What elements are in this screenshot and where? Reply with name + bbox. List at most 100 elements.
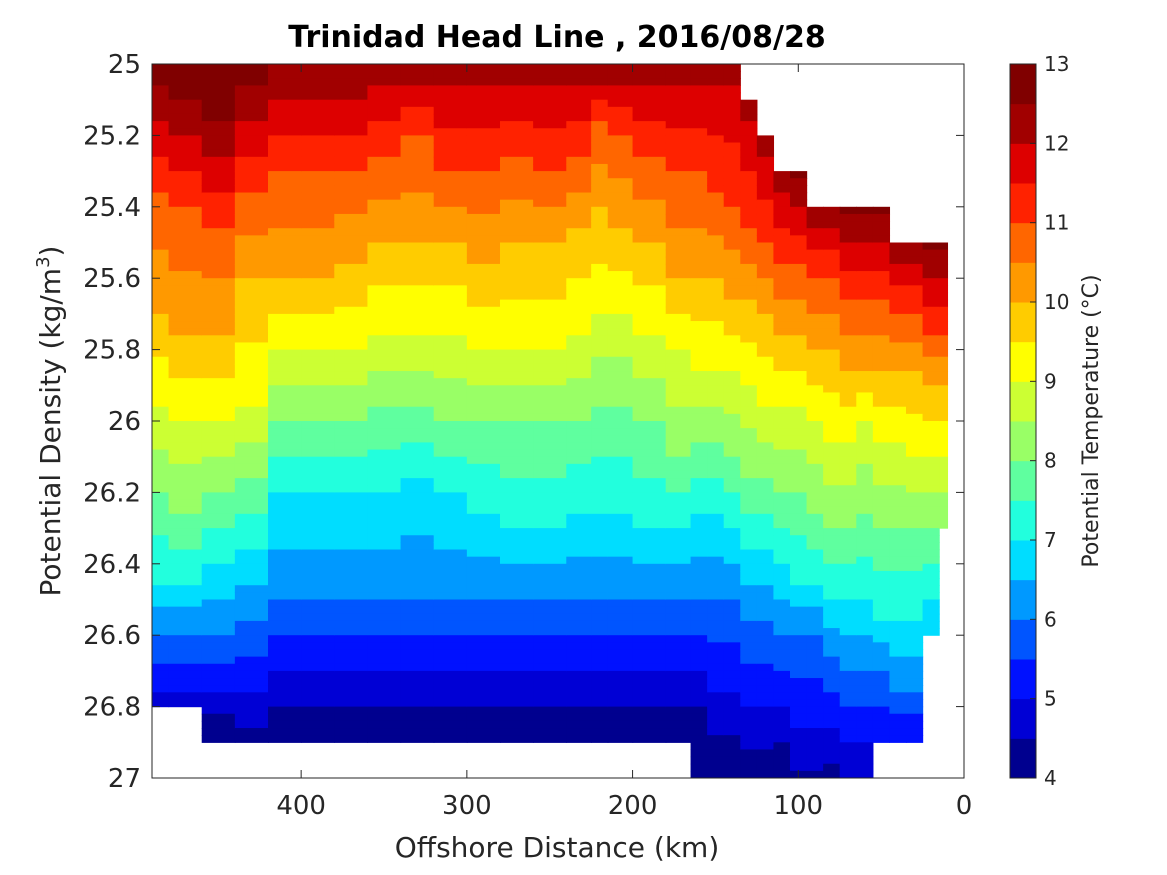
contour-cell xyxy=(756,585,775,593)
contour-cell xyxy=(665,478,692,486)
contour-cell xyxy=(632,178,667,186)
contour-cell xyxy=(823,570,841,579)
contour-cell xyxy=(839,235,857,244)
contour-cell xyxy=(773,470,791,479)
contour-cell xyxy=(665,306,692,315)
contour-cell xyxy=(632,478,667,486)
contour-cell xyxy=(201,242,236,251)
contour-cell xyxy=(400,556,435,565)
contour-cell xyxy=(533,642,567,651)
contour-cell xyxy=(839,678,857,686)
contour-cell xyxy=(433,413,468,422)
contour-cell xyxy=(922,242,940,251)
contour-cell xyxy=(922,613,940,622)
contour-cell xyxy=(466,256,501,265)
contour-cell xyxy=(533,228,567,236)
contour-cell xyxy=(856,770,874,778)
contour-cell xyxy=(823,313,841,322)
contour-cell xyxy=(806,770,824,778)
contour-cell xyxy=(806,356,824,365)
contour-cell xyxy=(632,185,667,194)
contour-cell xyxy=(500,328,534,336)
contour-cell xyxy=(922,435,940,444)
contour-cell xyxy=(823,228,841,236)
contour-cell xyxy=(790,199,808,208)
contour-cell xyxy=(533,713,567,722)
contour-cell xyxy=(566,221,592,229)
contour-cell xyxy=(889,735,907,743)
contour-cell xyxy=(566,242,592,251)
contour-cell xyxy=(665,278,692,286)
contour-cell xyxy=(806,535,824,543)
contour-cell xyxy=(201,99,236,108)
contour-cell xyxy=(872,342,891,351)
contour-cell xyxy=(367,663,402,672)
contour-cell xyxy=(690,249,708,258)
contour-cell xyxy=(533,321,567,329)
contour-cell xyxy=(823,563,841,572)
contour-cell xyxy=(500,528,534,536)
contour-cell xyxy=(839,249,857,258)
contour-cell xyxy=(939,256,949,265)
contour-cell xyxy=(889,349,907,358)
contour-cell xyxy=(201,163,236,172)
contour-cell xyxy=(301,335,335,344)
contour-cell xyxy=(533,78,567,87)
contour-cell xyxy=(268,506,302,515)
contour-cell xyxy=(906,528,924,536)
contour-cell xyxy=(790,592,808,601)
contour-cell xyxy=(823,299,841,308)
contour-cell xyxy=(690,756,708,765)
contour-cell xyxy=(400,713,435,722)
contour-cell xyxy=(466,513,501,522)
contour-cell xyxy=(607,271,634,279)
contour-cell xyxy=(872,678,891,686)
contour-cell xyxy=(665,720,692,729)
contour-cell xyxy=(632,663,667,672)
contour-cell xyxy=(632,435,667,444)
contour-cell xyxy=(740,263,758,272)
contour-cell xyxy=(607,478,634,486)
contour-cell xyxy=(790,763,808,772)
contour-cell xyxy=(533,478,567,486)
contour-cell xyxy=(533,570,567,579)
contour-cell xyxy=(201,735,236,743)
contour-cell xyxy=(922,492,940,501)
contour-cell xyxy=(466,199,501,208)
contour-cell xyxy=(872,470,891,479)
contour-cell xyxy=(665,706,692,715)
contour-cell xyxy=(334,92,369,101)
contour-cell xyxy=(566,356,592,365)
contour-cell xyxy=(690,613,708,622)
contour-cell xyxy=(707,171,725,179)
contour-cell xyxy=(665,599,692,608)
contour-cell xyxy=(790,413,808,422)
contour-cell xyxy=(433,263,468,272)
contour-cell xyxy=(723,742,741,751)
contour-cell xyxy=(922,349,940,358)
contour-cell xyxy=(823,321,841,329)
contour-cell xyxy=(234,685,269,693)
contour-cell xyxy=(433,149,468,158)
contour-cell xyxy=(723,171,741,179)
contour-cell xyxy=(566,421,592,429)
contour-cell xyxy=(856,356,874,365)
contour-cell xyxy=(740,313,758,322)
contour-cell xyxy=(906,442,924,451)
contour-cell xyxy=(756,713,775,722)
contour-cell xyxy=(234,506,269,515)
contour-cell xyxy=(466,192,501,201)
contour-cell xyxy=(334,199,369,208)
contour-cell xyxy=(707,421,725,429)
contour-cell xyxy=(607,106,634,115)
contour-cell xyxy=(433,399,468,408)
contour-cell xyxy=(889,256,907,265)
contour-cell xyxy=(591,428,609,436)
contour-cell xyxy=(400,371,435,379)
contour-cell xyxy=(591,163,609,172)
contour-cell xyxy=(790,756,808,765)
contour-cell xyxy=(334,263,369,272)
contour-cell xyxy=(268,178,302,186)
contour-cell xyxy=(466,542,501,551)
